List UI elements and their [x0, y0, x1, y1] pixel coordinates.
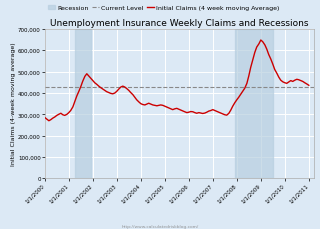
Y-axis label: Initial Claims (4-week moving average): Initial Claims (4-week moving average): [12, 43, 17, 166]
Bar: [235, 30, 273, 179]
Title: Unemployment Insurance Weekly Claims and Recessions: Unemployment Insurance Weekly Claims and…: [50, 19, 308, 28]
Bar: [75, 30, 91, 179]
Legend: Recession, Current Level, Initial Claims (4 week moving Average): Recession, Current Level, Initial Claims…: [48, 6, 279, 11]
Text: http://www.calculatedriskblog.com/: http://www.calculatedriskblog.com/: [121, 224, 199, 228]
